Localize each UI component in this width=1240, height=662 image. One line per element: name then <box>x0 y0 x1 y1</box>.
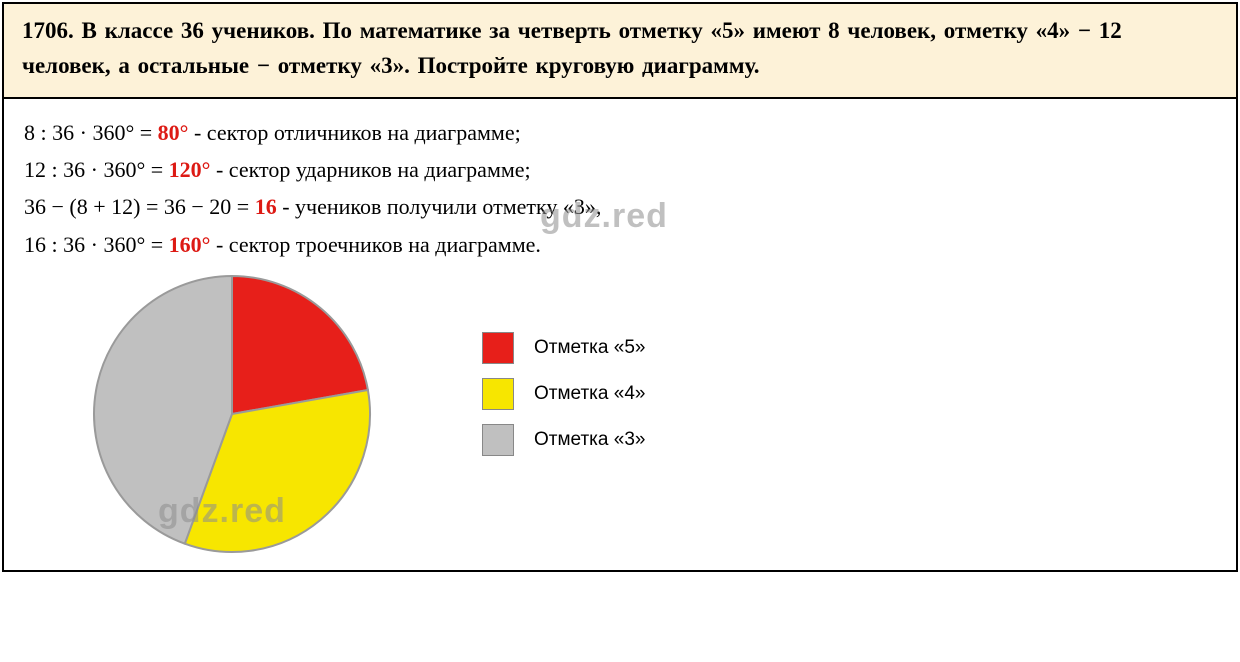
calc-prefix: 12 : 36 · 360° = <box>24 157 169 182</box>
calc-prefix: 36 − (8 + 12) = 36 − 20 = <box>24 194 255 219</box>
calc-suffix: - учеников получили отметку «3», <box>277 194 602 219</box>
problem-text: 1706. В классе 36 учеников. По математик… <box>22 14 1218 83</box>
legend-swatch <box>482 332 514 364</box>
calc-suffix: - сектор ударников на диаграмме; <box>210 157 530 182</box>
calc-prefix: 8 : 36 · 360° = <box>24 120 158 145</box>
calc-highlight: 16 <box>255 194 277 219</box>
calc-suffix: - сектор отличников на диаграмме; <box>188 120 520 145</box>
legend-swatch <box>482 424 514 456</box>
problem-statement: 1706. В классе 36 учеников. По математик… <box>4 4 1236 99</box>
chart-area: Отметка «5» Отметка «4» Отметка «3» <box>24 264 1216 554</box>
legend-item-3: Отметка «3» <box>482 424 645 456</box>
document-frame: 1706. В классе 36 учеников. По математик… <box>2 2 1238 572</box>
legend: Отметка «5» Отметка «4» Отметка «3» <box>482 318 645 470</box>
calc-line-2: 12 : 36 · 360° = 120° - сектор ударников… <box>24 152 1216 187</box>
legend-label: Отметка «4» <box>534 383 645 405</box>
calc-highlight: 120° <box>169 157 211 182</box>
solution-area: 8 : 36 · 360° = 80° - сектор отличников … <box>4 99 1236 570</box>
pie-svg <box>92 274 372 554</box>
calc-line-4: 16 : 36 · 360° = 160° - сектор троечнико… <box>24 227 1216 262</box>
calc-suffix: - сектор троечников на диаграмме. <box>210 232 540 257</box>
legend-label: Отметка «5» <box>534 337 645 359</box>
calc-highlight: 160° <box>169 232 211 257</box>
legend-label: Отметка «3» <box>534 429 645 451</box>
legend-item-4: Отметка «4» <box>482 378 645 410</box>
legend-swatch <box>482 378 514 410</box>
calc-line-1: 8 : 36 · 360° = 80° - сектор отличников … <box>24 115 1216 150</box>
calc-line-3: 36 − (8 + 12) = 36 − 20 = 16 - учеников … <box>24 189 1216 224</box>
pie-chart <box>92 274 372 554</box>
legend-item-5: Отметка «5» <box>482 332 645 364</box>
calc-highlight: 80° <box>158 120 189 145</box>
calc-prefix: 16 : 36 · 360° = <box>24 232 169 257</box>
